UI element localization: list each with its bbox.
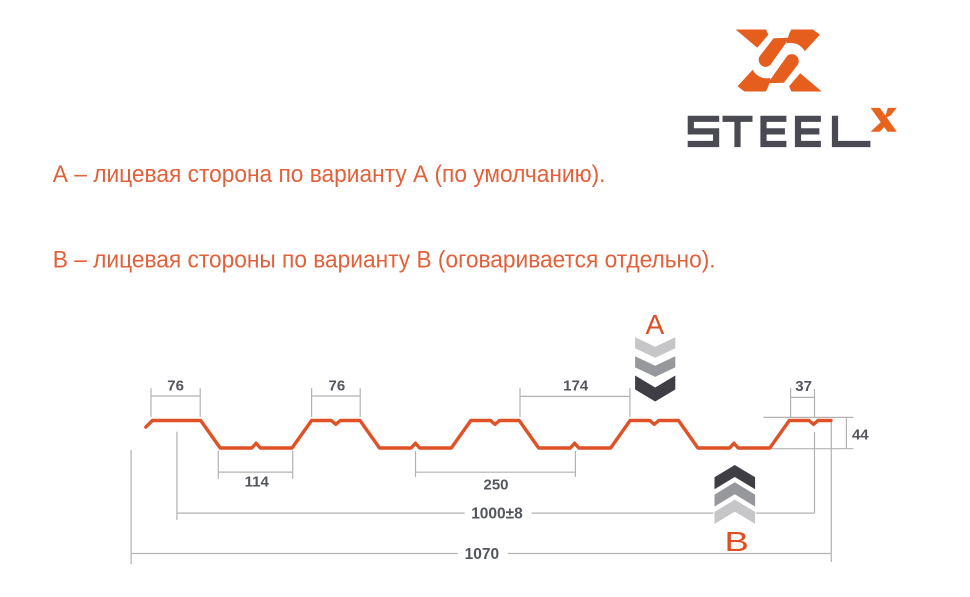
svg-text:А – лицевая сторона по вариант: А – лицевая сторона по варианту А (по ум… <box>53 161 606 188</box>
svg-text:1070: 1070 <box>465 546 499 563</box>
svg-text:114: 114 <box>245 474 270 491</box>
svg-text:250: 250 <box>483 477 508 494</box>
svg-text:В – лицевая стороны по вариант: В – лицевая стороны по варианту В (огова… <box>53 246 716 273</box>
svg-text:76: 76 <box>167 378 184 395</box>
svg-text:76: 76 <box>329 378 346 395</box>
svg-text:174: 174 <box>563 378 589 395</box>
svg-text:37: 37 <box>795 378 812 395</box>
svg-text:А: А <box>646 309 665 340</box>
svg-text:В: В <box>724 526 748 557</box>
svg-text:44: 44 <box>852 427 869 444</box>
svg-text:1000±8: 1000±8 <box>471 506 523 523</box>
